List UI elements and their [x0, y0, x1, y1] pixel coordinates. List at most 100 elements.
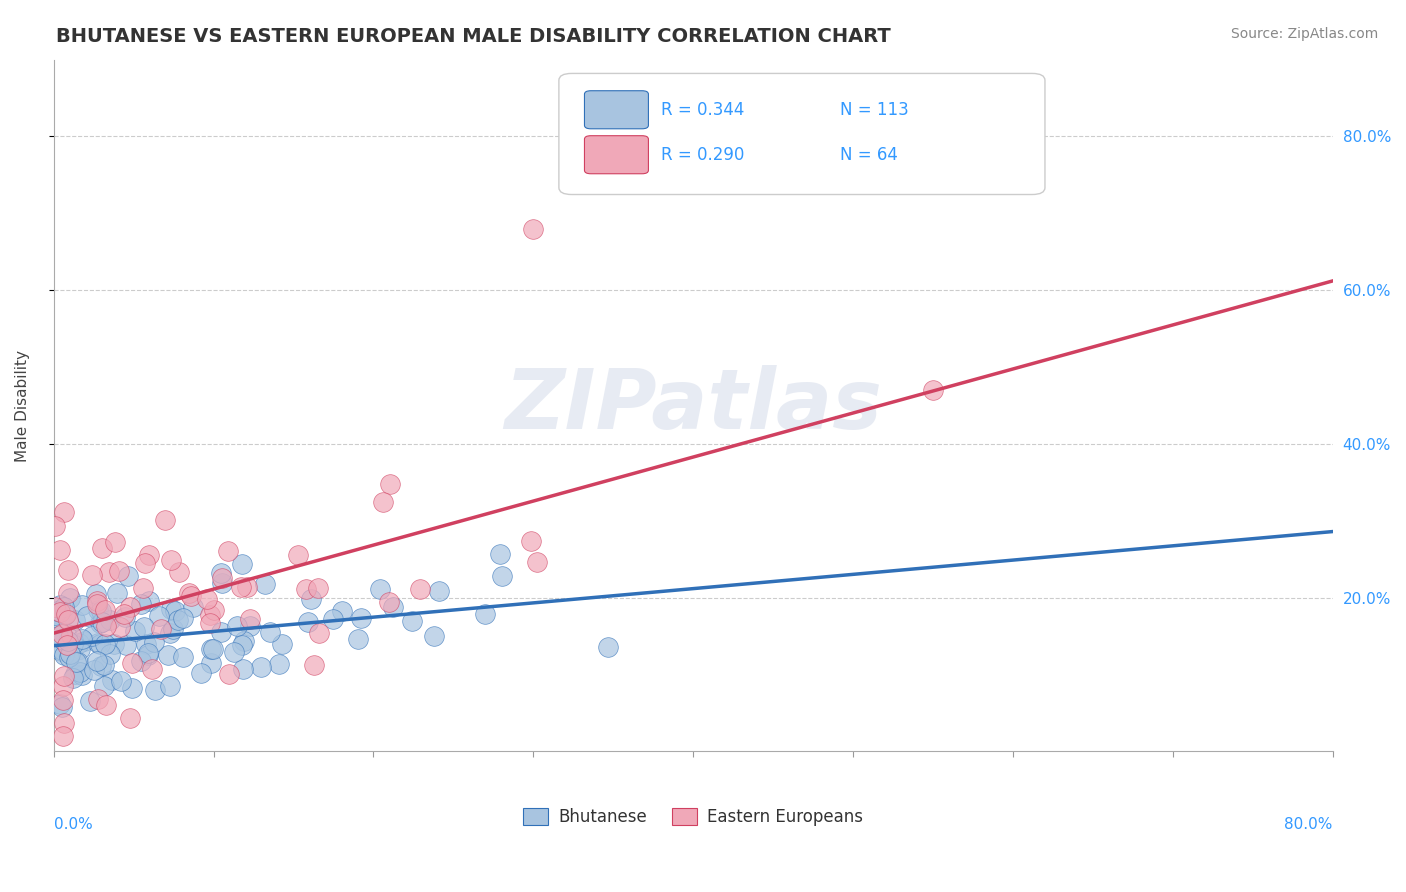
Point	[89, 637, 111, 651]
Point	[118, 711, 141, 725]
Text: Source: ZipAtlas.com: Source: ZipAtlas.com	[1230, 27, 1378, 41]
Point	[94, 637, 117, 651]
Point	[118, 600, 141, 615]
Point	[271, 638, 294, 652]
Y-axis label: Male Disability: Male Disability	[15, 350, 30, 461]
Point	[522, 221, 544, 235]
Point	[62, 637, 84, 651]
Point	[52, 648, 75, 662]
Text: 0.0%: 0.0%	[53, 817, 93, 832]
Point	[141, 662, 163, 676]
Point	[526, 555, 548, 569]
FancyBboxPatch shape	[585, 136, 648, 174]
Point	[65, 656, 87, 670]
Point	[101, 673, 124, 687]
Point	[70, 599, 93, 613]
Point	[172, 611, 194, 625]
Point	[83, 663, 105, 677]
Point	[53, 715, 76, 730]
Point	[138, 548, 160, 562]
Point	[143, 682, 166, 697]
Point	[52, 600, 75, 615]
Point	[49, 543, 72, 558]
Point	[253, 577, 276, 591]
Point	[368, 582, 391, 596]
Point	[132, 581, 155, 595]
Point	[51, 644, 73, 658]
Point	[55, 608, 77, 623]
Point	[217, 544, 239, 558]
Point	[115, 638, 138, 652]
Point	[409, 582, 432, 596]
Point	[209, 625, 232, 640]
Point	[202, 603, 225, 617]
Point	[62, 671, 84, 685]
Point	[198, 608, 221, 623]
Point	[91, 541, 114, 555]
Point	[155, 513, 177, 527]
Point	[70, 667, 93, 681]
Point	[308, 626, 330, 640]
Point	[58, 634, 80, 648]
Point	[87, 692, 110, 706]
Point	[167, 565, 190, 579]
Point	[124, 624, 146, 639]
Point	[51, 642, 73, 657]
Point	[90, 615, 112, 630]
Point	[190, 665, 212, 680]
Point	[70, 632, 93, 646]
Point	[52, 729, 75, 743]
Point	[90, 658, 112, 673]
Point	[159, 626, 181, 640]
Point	[86, 594, 108, 608]
Point	[97, 565, 120, 579]
Point	[48, 598, 70, 612]
Point	[56, 613, 79, 627]
Point	[55, 607, 77, 622]
Point	[108, 620, 131, 634]
Point	[163, 604, 186, 618]
Legend: Bhutanese, Eastern Europeans: Bhutanese, Eastern Europeans	[516, 802, 870, 833]
Point	[167, 613, 190, 627]
FancyBboxPatch shape	[558, 73, 1045, 194]
Point	[52, 679, 75, 693]
Point	[56, 563, 79, 577]
Point	[162, 622, 184, 636]
Point	[202, 642, 225, 657]
Point	[117, 568, 139, 582]
Point	[134, 556, 156, 570]
Point	[211, 571, 233, 585]
Point	[350, 610, 373, 624]
Point	[200, 656, 222, 670]
Point	[491, 569, 513, 583]
Point	[59, 628, 82, 642]
Point	[59, 648, 82, 662]
Point	[259, 625, 281, 640]
Point	[138, 594, 160, 608]
Point	[347, 632, 370, 646]
Point	[52, 693, 75, 707]
Point	[87, 636, 110, 650]
Point	[59, 591, 82, 605]
Point	[121, 656, 143, 670]
Point	[134, 620, 156, 634]
Point	[80, 629, 103, 643]
Point	[49, 605, 72, 619]
Point	[89, 615, 111, 630]
Point	[157, 648, 180, 663]
Point	[200, 641, 222, 656]
Point	[73, 633, 96, 648]
Point	[297, 615, 319, 630]
Point	[200, 616, 222, 631]
Point	[211, 576, 233, 591]
Point	[225, 619, 247, 633]
Point	[302, 658, 325, 673]
Point	[121, 681, 143, 695]
Point	[94, 619, 117, 633]
Point	[56, 586, 79, 600]
Point	[53, 505, 76, 519]
Point	[209, 566, 232, 580]
Point	[401, 615, 423, 629]
Point	[55, 629, 77, 643]
Point	[51, 700, 73, 714]
